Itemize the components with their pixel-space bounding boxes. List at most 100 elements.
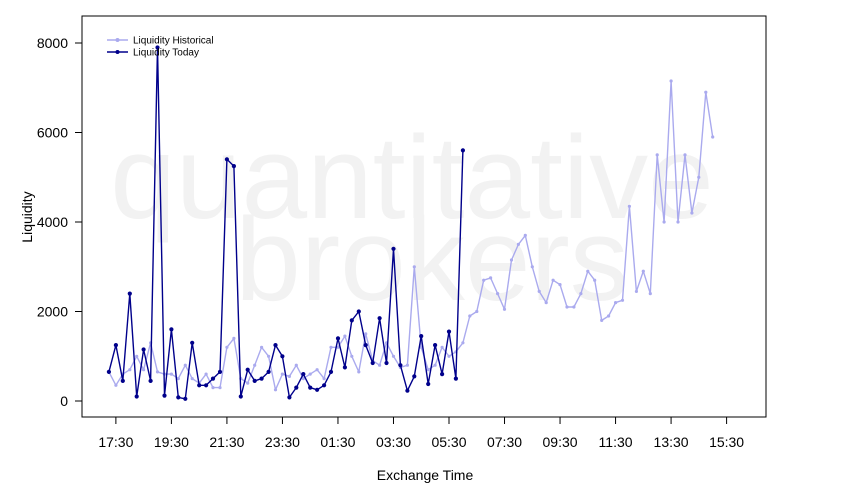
- data-point: [169, 372, 173, 376]
- x-axis-title: Exchange Time: [377, 467, 474, 483]
- data-point: [253, 363, 257, 367]
- data-point: [260, 345, 264, 349]
- data-point: [141, 347, 146, 352]
- series-layer: [106, 45, 715, 401]
- data-point: [440, 345, 444, 349]
- data-point: [190, 377, 194, 381]
- series-today: [106, 45, 465, 401]
- series-historical: [107, 79, 715, 392]
- data-point: [516, 242, 521, 246]
- data-point: [655, 153, 659, 157]
- data-point: [572, 305, 576, 309]
- data-point: [544, 301, 548, 305]
- plot-frame: [81, 15, 767, 418]
- data-point: [294, 363, 298, 367]
- data-point: [468, 314, 472, 318]
- plot-border: [81, 15, 767, 418]
- data-point: [238, 394, 243, 399]
- data-point: [662, 220, 666, 224]
- data-point: [398, 363, 403, 368]
- data-point: [593, 278, 597, 282]
- data-point: [447, 354, 451, 358]
- data-point: [308, 372, 312, 376]
- data-point: [489, 276, 493, 280]
- data-point: [405, 388, 410, 393]
- data-point: [211, 386, 215, 390]
- data-point: [113, 343, 118, 348]
- data-point: [551, 278, 555, 282]
- legend-item: Liquidity Historical: [107, 36, 214, 47]
- data-point: [259, 376, 264, 381]
- data-point: [120, 378, 125, 383]
- data-point: [530, 265, 534, 269]
- data-point: [565, 305, 569, 309]
- data-point: [218, 386, 222, 390]
- legend-swatch-point: [115, 50, 120, 54]
- data-point: [328, 369, 334, 374]
- y-axis-title: Liquidity: [19, 191, 35, 242]
- data-point: [377, 316, 382, 321]
- data-point: [315, 368, 319, 372]
- data-point: [335, 336, 341, 341]
- data-point: [183, 396, 188, 401]
- data-point: [343, 334, 347, 338]
- x-tick-label: 23:30: [265, 434, 300, 450]
- data-point: [155, 45, 160, 50]
- data-point: [412, 265, 416, 269]
- y-tick-label: 8000: [37, 35, 68, 51]
- data-point: [419, 334, 424, 339]
- data-point: [280, 354, 285, 359]
- data-point: [620, 298, 625, 302]
- data-point: [446, 329, 452, 334]
- data-point: [509, 258, 514, 262]
- watermark: quantitative brokers: [110, 112, 714, 326]
- x-tick-label: 05:30: [431, 434, 466, 450]
- data-point: [176, 395, 181, 400]
- x-tick-label: 21:30: [209, 434, 244, 450]
- data-point: [224, 157, 229, 162]
- data-point: [245, 367, 250, 372]
- data-point: [669, 79, 673, 83]
- data-point: [614, 301, 618, 305]
- x-tick-label: 01:30: [320, 434, 355, 450]
- data-point: [711, 135, 715, 139]
- data-point: [676, 220, 680, 224]
- data-point: [627, 204, 632, 208]
- x-tick-label: 15:30: [709, 434, 744, 450]
- data-point: [370, 360, 375, 366]
- data-point: [342, 365, 347, 370]
- data-point: [475, 309, 479, 314]
- data-point: [357, 370, 361, 374]
- data-point: [350, 354, 354, 358]
- data-point: [197, 383, 202, 388]
- y-tick-label: 0: [60, 393, 68, 409]
- data-point: [460, 148, 465, 153]
- data-point: [440, 372, 445, 377]
- data-point: [266, 369, 271, 374]
- data-point: [558, 283, 562, 287]
- data-point: [412, 374, 417, 379]
- data-point: [426, 368, 430, 372]
- data-point: [280, 372, 284, 376]
- data-point: [287, 374, 291, 378]
- data-point: [329, 345, 333, 349]
- data-point: [322, 377, 326, 381]
- legend-item: Liquidity Today: [107, 48, 199, 59]
- data-point: [217, 369, 223, 374]
- data-point: [204, 372, 208, 376]
- y-tick-label: 6000: [37, 125, 68, 141]
- data-point: [127, 291, 132, 296]
- x-tick-label: 17:30: [98, 434, 133, 450]
- data-point: [301, 372, 306, 377]
- legend-label: Liquidity Today: [133, 48, 199, 59]
- legend-label: Liquidity Historical: [133, 36, 214, 47]
- data-point: [231, 164, 236, 169]
- x-tick-label: 13:30: [654, 434, 689, 450]
- data-point: [356, 309, 361, 314]
- series-line: [108, 46, 464, 400]
- data-point: [162, 393, 167, 398]
- data-point: [204, 383, 209, 388]
- data-point: [294, 385, 299, 390]
- data-point: [142, 368, 146, 372]
- data-point: [378, 363, 382, 367]
